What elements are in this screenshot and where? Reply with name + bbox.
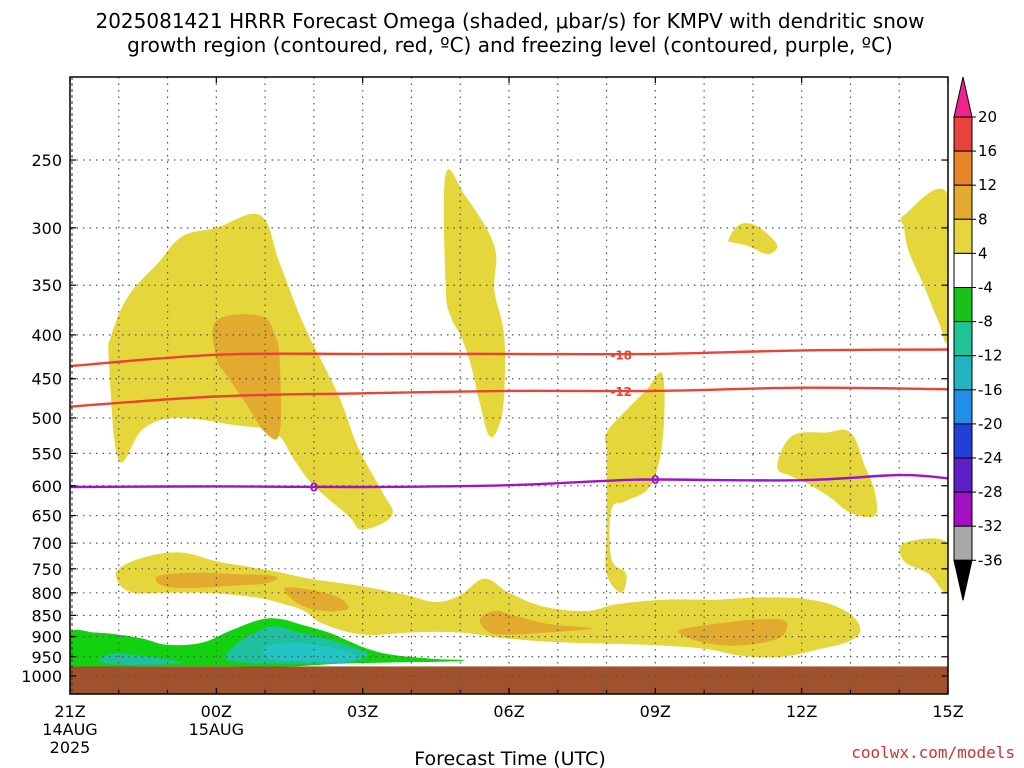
y-tick-label-300: 300 <box>31 219 62 238</box>
x-axis-label: Forecast Time (UTC) <box>414 748 605 768</box>
colorbar-segment-9 <box>953 389 973 425</box>
x-tick-year-0: 2025 <box>50 738 91 757</box>
x-tick-label-3: 06Z <box>493 702 524 721</box>
colorbar-label-9: -20 <box>978 415 1003 433</box>
y-tick-label-600: 600 <box>31 477 62 496</box>
omega-shade-orange-10 <box>284 587 349 612</box>
x-tick-label-1: 00Z <box>201 702 232 721</box>
y-tick-label-700: 700 <box>31 534 62 553</box>
color-bar: 20 16 12 8 4 -4 -8 -12 -16 -20 -24 -28 -32 -36 <box>953 76 1003 601</box>
omega-shade-orange-1 <box>212 314 282 440</box>
omega-shade-teal-14 <box>99 653 183 665</box>
colorbar-top-arrow <box>953 76 973 118</box>
colorbar-segment-10 <box>953 423 973 459</box>
colorbar-label-3: 8 <box>978 210 988 228</box>
omega-shade-orange-9 <box>155 572 278 589</box>
x-tick-label-6: 15Z <box>932 702 963 721</box>
y-tick-label-950: 950 <box>31 648 62 667</box>
grid-lines <box>70 77 948 694</box>
omega-shade-yellow-5 <box>777 429 878 518</box>
contour-label-1: -12 <box>610 385 632 399</box>
credit-text[interactable]: coolwx.com/models <box>851 743 1015 762</box>
colorbar-segment-13 <box>953 525 973 561</box>
colorbar-label-10: -24 <box>978 449 1003 467</box>
x-tick-date-1: 15AUG <box>189 720 244 739</box>
colorbar-label-13: -36 <box>978 551 1003 569</box>
y-tick-label-850: 850 <box>31 606 62 625</box>
colorbar-segment-7 <box>953 321 973 357</box>
omega-shade-cyan-16 <box>262 642 358 662</box>
colorbar-segment-3 <box>953 184 973 220</box>
colorbar-segment-1 <box>953 116 973 152</box>
colorbar-label-4: 4 <box>978 244 988 262</box>
colorbar-label-0: 20 <box>978 108 997 126</box>
y-tick-label-450: 450 <box>31 370 62 389</box>
omega-shade-yellow-8 <box>115 552 861 658</box>
omega-shade-yellow-7 <box>899 538 948 594</box>
y-tick-label-1000: 1000 <box>21 667 62 686</box>
y-tick-label-800: 800 <box>31 584 62 603</box>
contour-label-0: -18 <box>610 348 632 362</box>
colorbar-label-1: 16 <box>978 142 997 160</box>
colorbar-segment-12 <box>953 491 973 527</box>
colorbar-segment-11 <box>953 457 973 493</box>
colorbar-label-12: -32 <box>978 517 1003 535</box>
contour-line-0 <box>70 348 948 368</box>
x-tick-label-5: 12Z <box>786 702 817 721</box>
omega-shade-orange-11 <box>479 610 592 635</box>
colorbar-segment-2 <box>953 150 973 186</box>
omega-shade-yellow-2 <box>443 169 506 438</box>
plot-area: -18 -12 0 0 250 300 350 400 450 500 550 600 650 700 75… <box>21 76 964 757</box>
contour-line-1 <box>70 386 948 408</box>
contour-label-3: 0 <box>651 473 659 487</box>
contour-line-2 <box>70 473 948 489</box>
colorbar-label-2: 12 <box>978 176 997 194</box>
colorbar-label-6: -8 <box>978 313 993 331</box>
y-tick-label-500: 500 <box>31 409 62 428</box>
y-tick-label-550: 550 <box>31 444 62 463</box>
x-tick-date-0: 14AUG <box>42 720 97 739</box>
y-tick-label-250: 250 <box>31 151 62 170</box>
colorbar-label-8: -16 <box>978 381 1003 399</box>
omega-shade-yellow-6 <box>900 188 948 344</box>
colorbar-label-11: -28 <box>978 483 1003 501</box>
omega-shade-yellow-3 <box>605 372 665 593</box>
omega-shade-yellow-4 <box>728 223 778 255</box>
colorbar-segment-6 <box>953 287 973 323</box>
x-tick-label-2: 03Z <box>347 702 378 721</box>
y-tick-label-650: 650 <box>31 507 62 526</box>
chart-title-line-2: growth region (contoured, red, ºC) and f… <box>127 33 893 57</box>
y-tick-label-900: 900 <box>31 628 62 647</box>
contour-label-2: 0 <box>310 481 318 495</box>
colorbar-segment-4 <box>953 218 973 254</box>
colorbar-label-5: -4 <box>978 279 993 297</box>
colorbar-bottom-arrow <box>953 559 973 601</box>
y-tick-label-400: 400 <box>31 326 62 345</box>
colorbar-segment-5 <box>953 252 973 288</box>
y-tick-label-350: 350 <box>31 276 62 295</box>
x-tick-label-4: 09Z <box>640 702 671 721</box>
plot-content: -18 -12 0 0 <box>70 77 948 694</box>
chart-title-line-1: 2025081421 HRRR Forecast Omega (shaded, … <box>95 9 924 33</box>
omega-shade-orange-12 <box>678 618 788 646</box>
x-tick-label-0: 21Z <box>54 702 85 721</box>
y-tick-label-750: 750 <box>31 560 62 579</box>
colorbar-label-7: -12 <box>978 347 1003 365</box>
colorbar-segment-8 <box>953 355 973 391</box>
